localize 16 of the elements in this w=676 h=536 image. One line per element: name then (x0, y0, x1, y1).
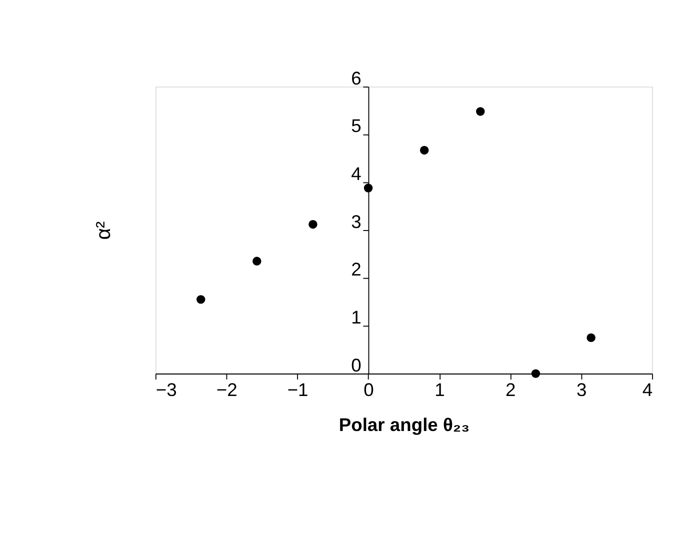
x-tick-label: −3 (156, 379, 177, 400)
x-tick-label: 4 (642, 379, 653, 400)
x-tick-label: 1 (434, 379, 445, 400)
y-tick-label: 3 (351, 210, 362, 232)
x-tick-label: −2 (216, 379, 238, 400)
y-axis-title: α² (92, 221, 115, 240)
y-tick-label: 2 (351, 258, 362, 280)
y-tick-label: 1 (351, 306, 362, 328)
x-axis-title: Polar angle θ₂₃ (338, 414, 470, 436)
x-tick-label: 3 (576, 379, 587, 400)
y-tick-label: 5 (351, 115, 362, 136)
y-tick-label: 4 (351, 162, 362, 184)
y-tick-label: 6 (351, 67, 362, 88)
y-tick-label: 0 (351, 354, 362, 376)
x-tick-label: −1 (287, 379, 308, 400)
x-tick-label: 2 (506, 379, 516, 400)
